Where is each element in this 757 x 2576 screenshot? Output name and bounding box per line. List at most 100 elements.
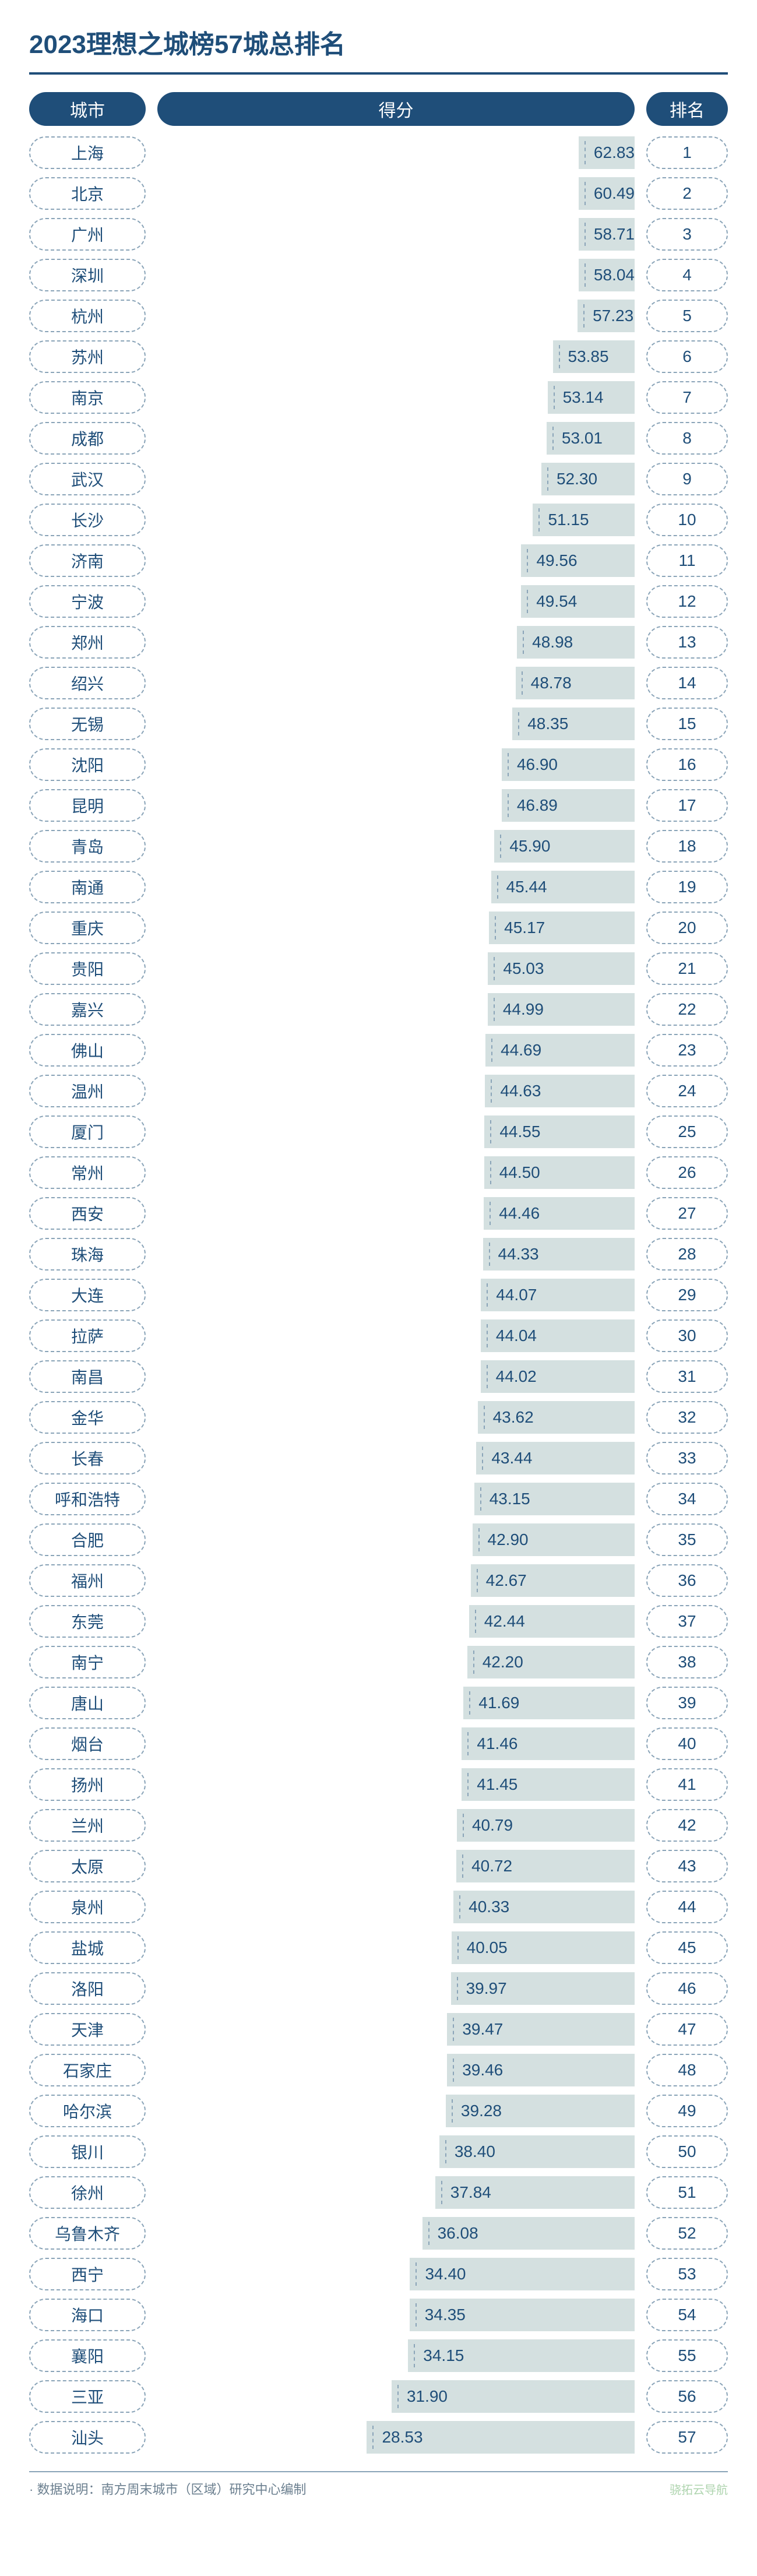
score-cell: 49.54 — [157, 585, 635, 618]
rank-pill: 51 — [646, 2176, 728, 2209]
score-cell: 39.46 — [157, 2054, 635, 2086]
score-label: 48.35 — [518, 712, 568, 735]
rank-pill: 16 — [646, 748, 728, 781]
score-label: 40.79 — [463, 1814, 513, 1836]
table-row: 昆明46.8917 — [29, 789, 728, 822]
score-label: 49.56 — [527, 549, 577, 572]
score-label: 42.20 — [473, 1651, 523, 1673]
rank-pill: 54 — [646, 2299, 728, 2331]
city-pill: 宁波 — [29, 585, 146, 618]
city-pill: 佛山 — [29, 1034, 146, 1067]
city-pill: 呼和浩特 — [29, 1483, 146, 1515]
rank-pill: 56 — [646, 2380, 728, 2413]
table-row: 东莞42.4437 — [29, 1605, 728, 1638]
table-row: 宁波49.5412 — [29, 585, 728, 618]
table-row: 武汉52.309 — [29, 463, 728, 495]
table-row: 海口34.3554 — [29, 2299, 728, 2331]
rank-pill: 23 — [646, 1034, 728, 1067]
score-label: 36.08 — [428, 2222, 478, 2244]
city-pill: 厦门 — [29, 1115, 146, 1148]
score-bar — [157, 1442, 476, 1474]
header-score: 得分 — [157, 92, 635, 126]
city-pill: 长沙 — [29, 504, 146, 536]
rank-pill: 18 — [646, 830, 728, 863]
city-pill: 海口 — [29, 2299, 146, 2331]
rank-pill: 4 — [646, 259, 728, 291]
city-pill: 北京 — [29, 177, 146, 210]
score-label: 46.90 — [508, 753, 558, 776]
rank-pill: 37 — [646, 1605, 728, 1638]
table-row: 济南49.5611 — [29, 544, 728, 577]
score-bar — [157, 993, 488, 1026]
score-label: 42.67 — [477, 1569, 527, 1592]
score-bar — [157, 2339, 408, 2372]
score-bar — [157, 177, 579, 210]
table-row: 贵阳45.0321 — [29, 952, 728, 985]
score-bar — [157, 2095, 446, 2127]
score-label: 44.69 — [491, 1039, 541, 1061]
table-row: 襄阳34.1555 — [29, 2339, 728, 2372]
city-pill: 长春 — [29, 1442, 146, 1474]
table-row: 哈尔滨39.2849 — [29, 2095, 728, 2127]
city-pill: 郑州 — [29, 626, 146, 659]
score-cell: 60.49 — [157, 177, 635, 210]
city-pill: 石家庄 — [29, 2054, 146, 2086]
score-cell: 39.97 — [157, 1972, 635, 2005]
table-row: 无锡48.3515 — [29, 708, 728, 740]
score-label: 49.54 — [527, 590, 577, 613]
score-label: 39.97 — [457, 1977, 507, 2000]
score-cell: 53.14 — [157, 381, 635, 414]
score-bar — [157, 544, 521, 577]
table-row: 乌鲁木齐36.0852 — [29, 2217, 728, 2250]
score-cell: 43.44 — [157, 1442, 635, 1474]
score-cell: 58.04 — [157, 259, 635, 291]
score-label: 45.44 — [497, 875, 547, 898]
score-label: 43.15 — [480, 1487, 530, 1510]
table-row: 苏州53.856 — [29, 340, 728, 373]
score-cell: 45.17 — [157, 912, 635, 944]
city-pill: 扬州 — [29, 1768, 146, 1801]
score-cell: 48.78 — [157, 667, 635, 699]
table-row: 合肥42.9035 — [29, 1523, 728, 1556]
score-label: 48.98 — [523, 631, 573, 653]
city-pill: 南宁 — [29, 1646, 146, 1678]
rank-pill: 47 — [646, 2013, 728, 2046]
score-label: 53.85 — [559, 345, 609, 368]
table-row: 北京 60.49 2 — [29, 177, 728, 210]
score-cell: 51.15 — [157, 504, 635, 536]
score-bar — [157, 2380, 392, 2413]
score-bar — [157, 1931, 452, 1964]
rank-pill: 13 — [646, 626, 728, 659]
score-label: 44.99 — [494, 998, 544, 1020]
rank-pill: 24 — [646, 1075, 728, 1107]
city-pill: 成都 — [29, 422, 146, 455]
score-cell: 40.05 — [157, 1931, 635, 1964]
score-bar — [157, 1115, 484, 1148]
city-pill: 广州 — [29, 218, 146, 251]
city-pill: 太原 — [29, 1850, 146, 1882]
header-rank: 排名 — [646, 92, 728, 126]
table-row: 厦门44.5525 — [29, 1115, 728, 1148]
score-label: 57.23 — [583, 304, 633, 327]
score-label: 44.63 — [491, 1079, 541, 1102]
city-pill: 汕头 — [29, 2421, 146, 2454]
table-row: 郑州 48.98 13 — [29, 626, 728, 659]
table-row: 呼和浩特43.1534 — [29, 1483, 728, 1515]
rank-pill: 22 — [646, 993, 728, 1026]
city-pill: 南昌 — [29, 1360, 146, 1393]
rank-pill: 15 — [646, 708, 728, 740]
score-bar — [157, 2217, 422, 2250]
table-row: 汕头28.5357 — [29, 2421, 728, 2454]
score-label: 43.62 — [484, 1406, 534, 1428]
rank-pill: 2 — [646, 177, 728, 210]
table-row: 南京53.147 — [29, 381, 728, 414]
score-label: 31.90 — [397, 2385, 448, 2408]
score-cell: 40.72 — [157, 1850, 635, 1882]
rank-pill: 50 — [646, 2135, 728, 2168]
score-bar — [157, 1727, 462, 1760]
score-cell: 39.28 — [157, 2095, 635, 2127]
score-cell: 44.07 — [157, 1279, 635, 1311]
rank-pill: 26 — [646, 1156, 728, 1189]
score-bar — [157, 1523, 473, 1556]
rank-pill: 3 — [646, 218, 728, 251]
